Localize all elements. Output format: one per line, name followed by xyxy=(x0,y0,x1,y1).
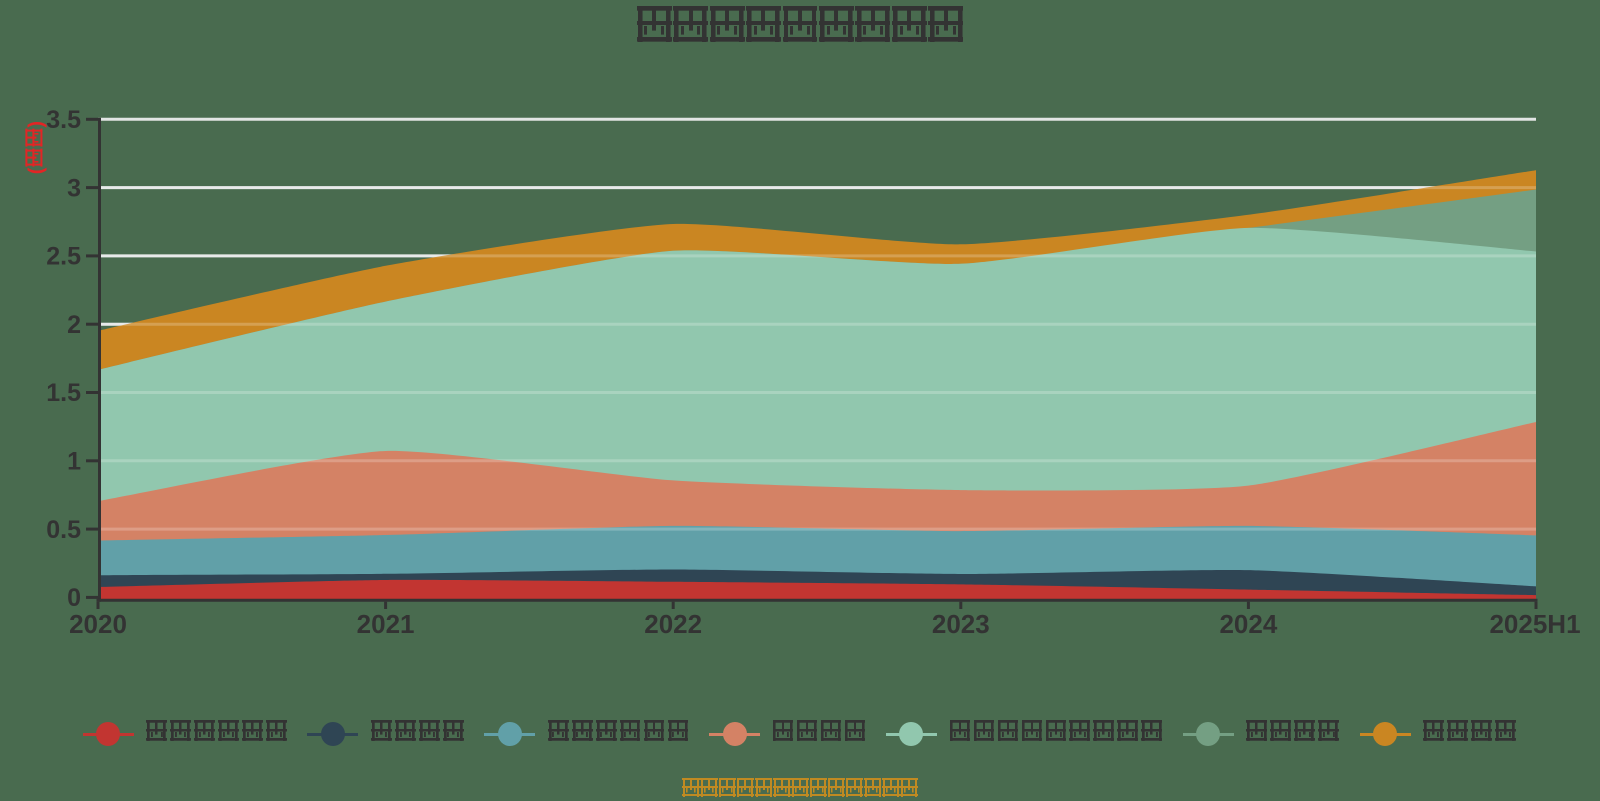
svg-text:2: 2 xyxy=(67,311,81,339)
svg-text:2022: 2022 xyxy=(644,609,702,639)
svg-text:0.5: 0.5 xyxy=(46,516,81,544)
svg-text:2025H1: 2025H1 xyxy=(1489,609,1580,639)
svg-text:3.5: 3.5 xyxy=(46,106,81,134)
svg-text:2023: 2023 xyxy=(932,609,990,639)
svg-text:1.5: 1.5 xyxy=(46,379,81,407)
svg-text:1: 1 xyxy=(67,448,81,476)
svg-text:2020: 2020 xyxy=(69,609,127,639)
svg-text:2024: 2024 xyxy=(1219,609,1277,639)
svg-text:2021: 2021 xyxy=(357,609,415,639)
svg-text:2.5: 2.5 xyxy=(46,243,81,271)
svg-text:0: 0 xyxy=(67,584,81,612)
svg-text:3: 3 xyxy=(67,174,81,202)
